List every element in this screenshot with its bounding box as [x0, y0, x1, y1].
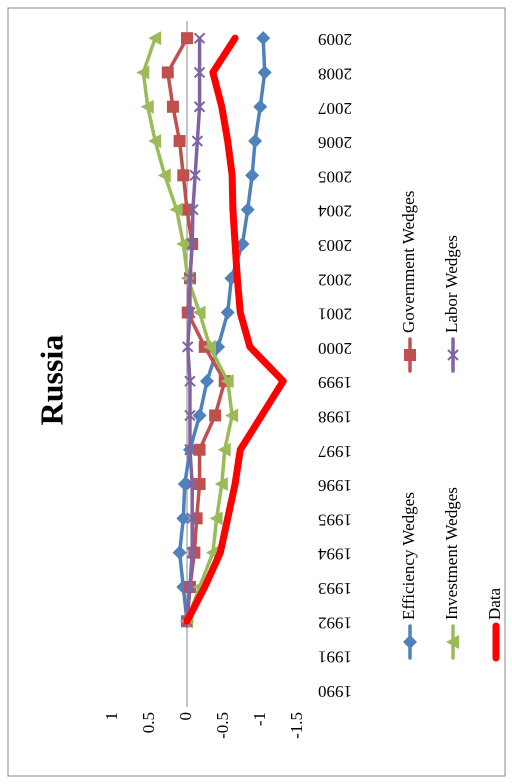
marker	[193, 101, 206, 113]
x-tick-label: 2004	[318, 202, 353, 221]
marker	[187, 203, 199, 216]
y-tick-label: -0.5	[213, 712, 232, 739]
chart-frame: Russia -1.5 -1 -0.5 0 0.5 1 1990 1991 1992 1993 19…	[7, 7, 506, 777]
x-tick-label: 2009	[318, 30, 352, 49]
x-tick-label: 1990	[318, 682, 352, 701]
x-tick-label: 1996	[318, 476, 352, 495]
series-line	[141, 36, 234, 623]
x-tick-label: 1992	[318, 613, 352, 632]
legend-label: Data	[485, 587, 504, 620]
marker	[184, 409, 196, 422]
marker	[235, 236, 250, 251]
marker	[186, 238, 198, 250]
marker	[184, 272, 196, 284]
marker	[157, 168, 171, 183]
legend-label: Government Wedges	[399, 191, 418, 333]
marker	[169, 202, 183, 217]
marker	[245, 168, 260, 183]
marker	[136, 65, 150, 80]
marker	[209, 511, 223, 526]
marker	[191, 135, 204, 147]
marker	[186, 546, 198, 559]
legend-label: Investment Wedges	[442, 487, 461, 620]
marker	[184, 306, 196, 319]
marker	[166, 100, 179, 113]
marker	[192, 408, 207, 423]
marker	[192, 305, 206, 320]
y-tick-label: 0	[176, 712, 195, 721]
x-tick-label: 2001	[318, 305, 352, 324]
marker	[140, 99, 154, 114]
x-tick-label: 1995	[318, 510, 352, 529]
marker	[177, 169, 190, 182]
marker	[446, 635, 459, 649]
marker	[193, 32, 206, 44]
legend-label: Labor Wedges	[442, 235, 461, 333]
marker	[202, 339, 216, 354]
marker	[240, 202, 255, 217]
x-tick-label: 1999	[318, 373, 352, 392]
marker	[199, 374, 214, 389]
marker	[193, 443, 206, 456]
marker	[256, 31, 271, 46]
marker	[184, 444, 196, 456]
x-tick-label: 1994	[318, 545, 353, 564]
marker	[182, 341, 194, 353]
marker	[220, 305, 235, 320]
x-tick-label: 1997	[318, 442, 353, 461]
y-tick-label: -1.5	[287, 712, 306, 739]
marker	[181, 306, 194, 319]
marker	[447, 349, 459, 361]
x-tick-label: 2007	[318, 99, 353, 118]
marker	[186, 478, 198, 490]
chart-border	[7, 7, 506, 777]
marker	[173, 135, 186, 148]
marker	[209, 409, 222, 422]
marker	[217, 442, 231, 457]
marker	[248, 134, 263, 149]
chart-title: Russia	[33, 335, 69, 426]
marker	[148, 134, 162, 149]
y-tick-label: 0.5	[139, 712, 158, 733]
marker	[176, 236, 190, 251]
x-tick-label: 1993	[318, 579, 352, 598]
y-tick-label: 1	[102, 712, 121, 721]
marker	[257, 65, 272, 80]
marker	[253, 99, 268, 114]
x-tick-label: 1998	[318, 408, 352, 427]
marker	[225, 408, 239, 423]
series-line	[185, 36, 202, 623]
marker	[148, 31, 162, 46]
x-tick-label: 2003	[318, 236, 352, 255]
marker	[181, 32, 193, 45]
legend-label: Efficiency Wedges	[399, 492, 418, 620]
x-tick-label: 1991	[318, 648, 352, 667]
x-tick-label: 2008	[318, 65, 352, 84]
marker	[184, 375, 196, 387]
series-line	[183, 34, 287, 625]
y-tick-label: -1	[250, 712, 269, 726]
marker	[403, 635, 417, 649]
marker	[161, 66, 174, 79]
x-tick-label: 2002	[318, 270, 352, 289]
marker	[214, 477, 228, 492]
marker	[404, 349, 416, 361]
marker	[189, 169, 201, 182]
x-tick-label: 2006	[318, 133, 352, 152]
marker	[220, 374, 234, 389]
marker	[193, 66, 206, 79]
marker	[186, 512, 198, 525]
x-tick-label: 2000	[318, 339, 352, 358]
marker	[184, 581, 196, 593]
x-tick-label: 2005	[318, 167, 352, 186]
